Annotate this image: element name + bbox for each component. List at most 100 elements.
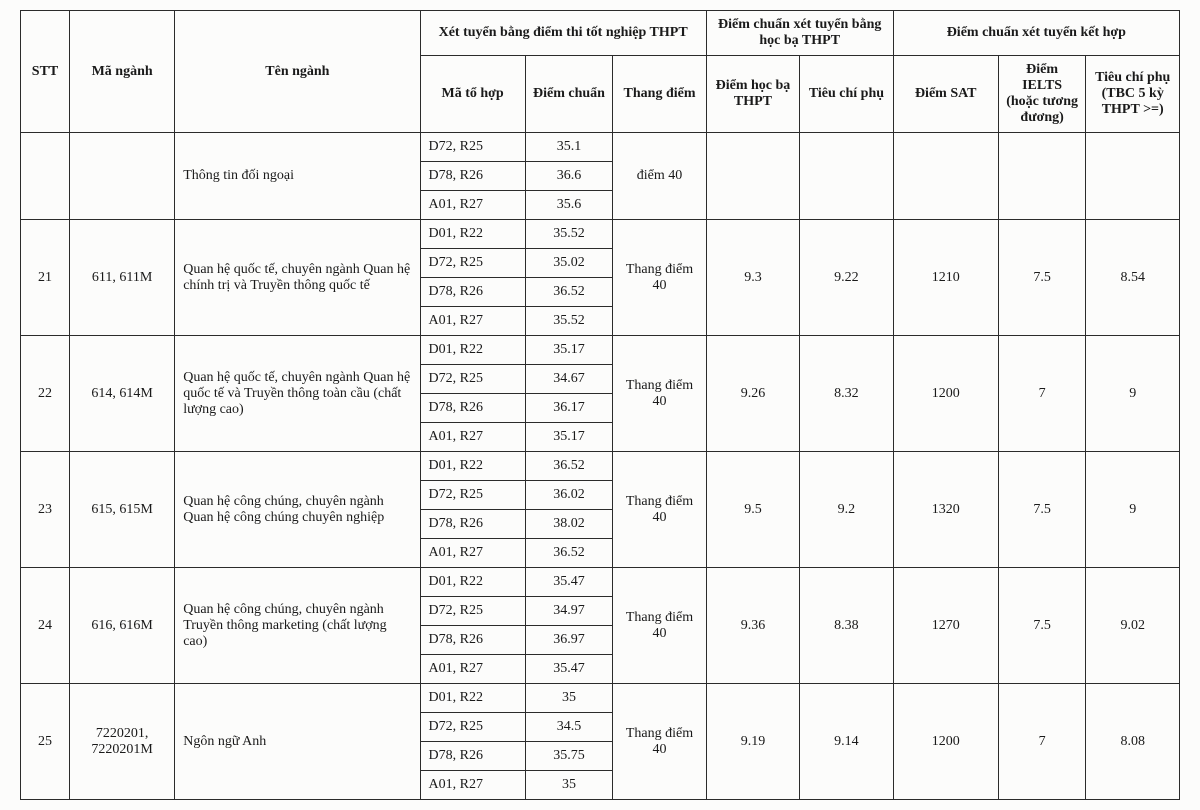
tcp2-cell: 8.54 [1086, 220, 1180, 336]
tohop-cell: D78, R26 [420, 278, 525, 307]
thang-cell: Thang điểm 40 [613, 220, 706, 336]
tohop-cell: D01, R22 [420, 684, 525, 713]
ielts-cell: 7.5 [998, 220, 1086, 336]
tohop-cell: D72, R25 [420, 133, 525, 162]
code-cell: 611, 611M [70, 220, 175, 336]
tcp-cell: 9.14 [800, 684, 893, 800]
tohop-cell: A01, R27 [420, 771, 525, 800]
table-row: 257220201, 7220201MNgôn ngữ AnhD01, R223… [21, 684, 1180, 713]
sat-cell: 1210 [893, 220, 998, 336]
header-tieu-chi-phu: Tiêu chí phụ [800, 56, 893, 133]
table-row: 22614, 614MQuan hệ quốc tế, chuyên ngành… [21, 336, 1180, 365]
code-cell: 614, 614M [70, 336, 175, 452]
diemchuan-cell: 35.02 [525, 249, 613, 278]
tohop-cell: D78, R26 [420, 394, 525, 423]
header-diem-chuan: Điểm chuẩn [525, 56, 613, 133]
diemchuan-cell: 35.17 [525, 336, 613, 365]
name-cell: Quan hệ công chúng, chuyên ngành Truyền … [175, 568, 420, 684]
tohop-cell: D78, R26 [420, 162, 525, 191]
tohop-cell: D78, R26 [420, 510, 525, 539]
tohop-cell: D72, R25 [420, 713, 525, 742]
table-row: 24616, 616MQuan hệ công chúng, chuyên ng… [21, 568, 1180, 597]
tcp-cell: 9.22 [800, 220, 893, 336]
tohop-cell: D78, R26 [420, 742, 525, 771]
ielts-cell: 7 [998, 684, 1086, 800]
diemchuan-cell: 35 [525, 771, 613, 800]
tohop-cell: D01, R22 [420, 336, 525, 365]
tohop-cell: A01, R27 [420, 307, 525, 336]
header-ma-to-hop: Mã tổ hợp [420, 56, 525, 133]
tohop-cell: D72, R25 [420, 597, 525, 626]
name-cell: Thông tin đối ngoại [175, 133, 420, 220]
thang-cell: Thang điểm 40 [613, 684, 706, 800]
diemchuan-cell: 35.75 [525, 742, 613, 771]
tohop-cell: D01, R22 [420, 220, 525, 249]
sat-cell: 1200 [893, 684, 998, 800]
table-header: STT Mã ngành Tên ngành Xét tuyển bằng đi… [21, 11, 1180, 133]
tcp2-cell: 9 [1086, 336, 1180, 452]
thang-cell: Thang điểm 40 [613, 568, 706, 684]
thang-cell: điểm 40 [613, 133, 706, 220]
diemchuan-cell: 36.6 [525, 162, 613, 191]
tohop-cell: A01, R27 [420, 191, 525, 220]
hb-cell: 9.5 [706, 452, 799, 568]
header-group-kethop: Điểm chuẩn xét tuyển kết hợp [893, 11, 1179, 56]
table-row: 21611, 611MQuan hệ quốc tế, chuyên ngành… [21, 220, 1180, 249]
diemchuan-cell: 34.97 [525, 597, 613, 626]
table-body: Thông tin đối ngoạiD72, R2535.1điểm 40D7… [21, 133, 1180, 800]
header-group-hocba: Điểm chuẩn xét tuyển bằng học bạ THPT [706, 11, 893, 56]
code-cell: 7220201, 7220201M [70, 684, 175, 800]
sat-cell: 1270 [893, 568, 998, 684]
tohop-cell: D72, R25 [420, 481, 525, 510]
name-cell: Quan hệ công chúng, chuyên ngành Quan hệ… [175, 452, 420, 568]
stt-cell: 24 [21, 568, 70, 684]
diemchuan-cell: 35.52 [525, 307, 613, 336]
thang-cell: Thang điểm 40 [613, 452, 706, 568]
diemchuan-cell: 34.67 [525, 365, 613, 394]
hb-cell [706, 133, 799, 220]
diemchuan-cell: 35.6 [525, 191, 613, 220]
diemchuan-cell: 35 [525, 684, 613, 713]
tcp2-cell: 8.08 [1086, 684, 1180, 800]
tohop-cell: D01, R22 [420, 568, 525, 597]
header-thang-diem: Thang điểm [613, 56, 706, 133]
stt-cell [21, 133, 70, 220]
tohop-cell: D72, R25 [420, 249, 525, 278]
hb-cell: 9.3 [706, 220, 799, 336]
diemchuan-cell: 36.97 [525, 626, 613, 655]
stt-cell: 21 [21, 220, 70, 336]
diemchuan-cell: 36.52 [525, 278, 613, 307]
diemchuan-cell: 36.02 [525, 481, 613, 510]
tohop-cell: D72, R25 [420, 365, 525, 394]
diemchuan-cell: 35.52 [525, 220, 613, 249]
tohop-cell: A01, R27 [420, 539, 525, 568]
header-diem-hoc-ba: Điểm học bạ THPT [706, 56, 799, 133]
admissions-table: STT Mã ngành Tên ngành Xét tuyển bằng đi… [20, 10, 1180, 800]
ielts-cell [998, 133, 1086, 220]
diemchuan-cell: 36.52 [525, 539, 613, 568]
code-cell: 615, 615M [70, 452, 175, 568]
sat-cell: 1320 [893, 452, 998, 568]
diemchuan-cell: 35.47 [525, 655, 613, 684]
header-group-thpt: Xét tuyển bằng điểm thi tốt nghiệp THPT [420, 11, 706, 56]
diemchuan-cell: 35.17 [525, 423, 613, 452]
tohop-cell: D78, R26 [420, 626, 525, 655]
tcp-cell: 9.2 [800, 452, 893, 568]
diemchuan-cell: 35.47 [525, 568, 613, 597]
header-ten-nganh: Tên ngành [175, 11, 420, 133]
hb-cell: 9.26 [706, 336, 799, 452]
stt-cell: 22 [21, 336, 70, 452]
stt-cell: 23 [21, 452, 70, 568]
code-cell: 616, 616M [70, 568, 175, 684]
header-stt: STT [21, 11, 70, 133]
name-cell: Ngôn ngữ Anh [175, 684, 420, 800]
ielts-cell: 7 [998, 336, 1086, 452]
name-cell: Quan hệ quốc tế, chuyên ngành Quan hệ qu… [175, 336, 420, 452]
header-tieu-chi-phu-2: Tiêu chí phụ (TBC 5 kỳ THPT >=) [1086, 56, 1180, 133]
ielts-cell: 7.5 [998, 452, 1086, 568]
diemchuan-cell: 36.17 [525, 394, 613, 423]
hb-cell: 9.19 [706, 684, 799, 800]
diemchuan-cell: 34.5 [525, 713, 613, 742]
table-row: Thông tin đối ngoạiD72, R2535.1điểm 40 [21, 133, 1180, 162]
ielts-cell: 7.5 [998, 568, 1086, 684]
